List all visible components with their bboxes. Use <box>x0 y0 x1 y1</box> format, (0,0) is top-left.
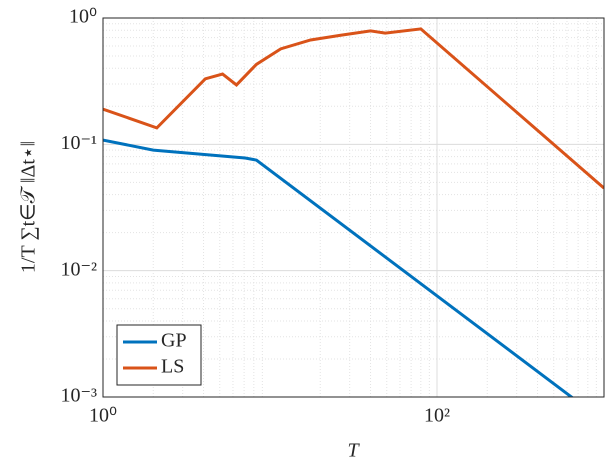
lines <box>103 27 604 397</box>
y-tick-label: 10⁻¹ <box>60 132 97 154</box>
axes-box <box>102 17 605 398</box>
x-tick-label: 10² <box>424 405 450 427</box>
x-axis-label: T <box>347 440 360 462</box>
series-line <box>103 138 574 397</box>
legend: GP LS <box>116 324 202 386</box>
series-line <box>103 27 604 190</box>
x-tick-label: 10⁰ <box>89 405 117 427</box>
y-tick-label: 10⁻³ <box>60 385 97 407</box>
y-tick-label: 10⁰ <box>69 6 97 28</box>
legend-label: LS <box>161 356 184 378</box>
y-axis-label: 1/T ∑t∈𝒯 ‖Δt⋆‖ <box>18 141 40 273</box>
legend-label: GP <box>161 330 187 352</box>
y-tick-label: 10⁻² <box>60 258 97 280</box>
legend-box <box>116 324 202 386</box>
